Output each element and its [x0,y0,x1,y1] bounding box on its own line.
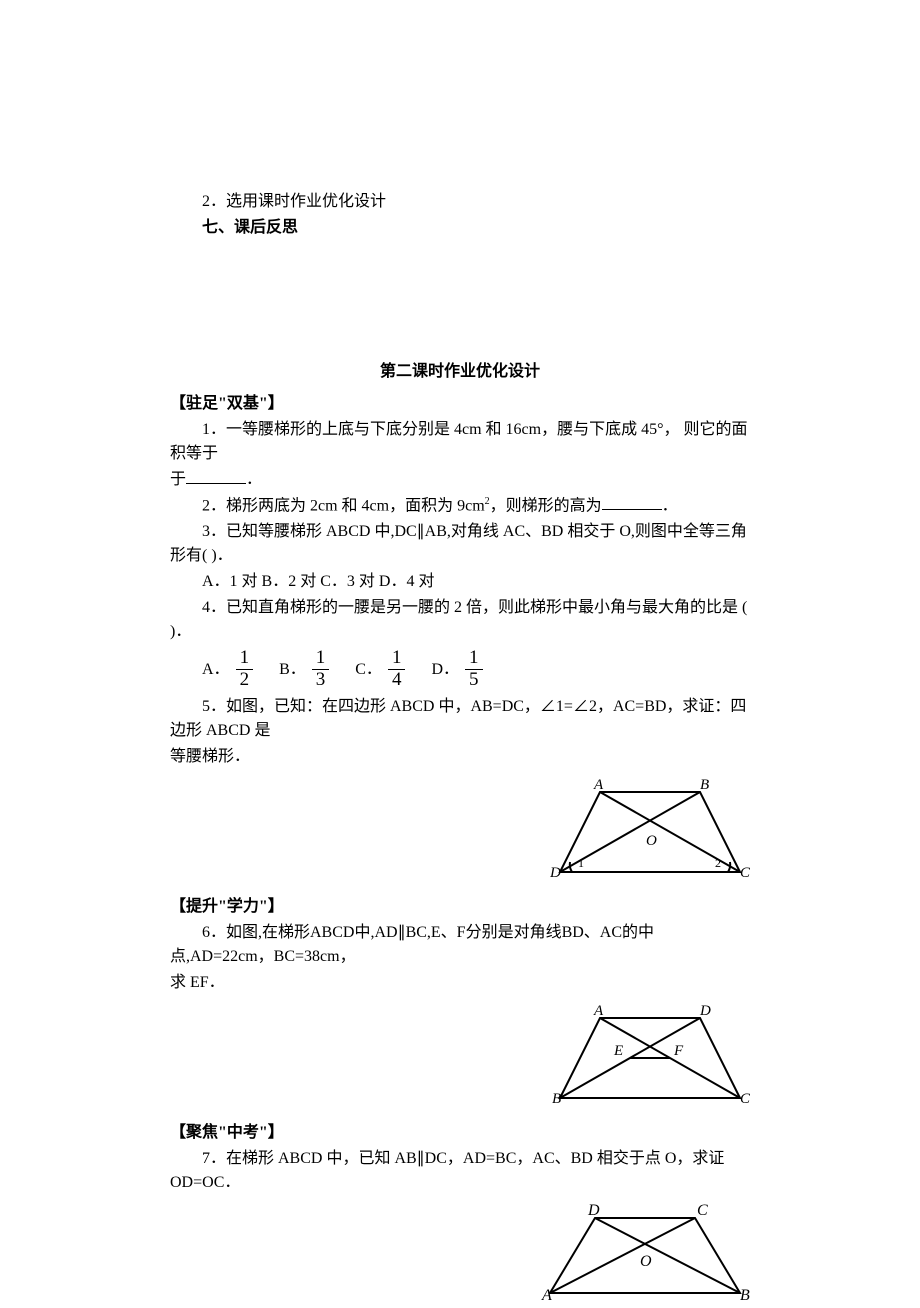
fig5-angle-2: 2 [715,856,721,870]
q2-pre: 2．梯形两底为 2cm 和 4cm，面积为 9cm [202,497,485,514]
lesson-title: 第二课时作业优化设计 [170,360,750,384]
q4-label-d: D． [431,658,459,682]
q4-opt-b: B． 13 [279,648,331,691]
question-6-line1: 6．如图,在梯形ABCD中,AD∥BC,E、F分别是对角线BD、AC的中点,AD… [170,921,750,969]
question-1: 1．一等腰梯形的上底与下底分别是 4cm 和 16cm，腰与下底成 45°， 则… [170,418,750,466]
fig5-label-b: B [700,777,709,793]
question-4-options: A． 12 B． 13 C． 14 D． 15 [202,648,750,691]
q2-blank [602,494,662,510]
block1-heading: 【驻足"双基"】 [170,392,750,416]
figure-7: D C B A O [540,1203,750,1308]
question-2: 2．梯形两底为 2cm 和 4cm，面积为 9cm2，则梯形的高为． [170,494,750,518]
fig7-label-c: C [697,1203,708,1219]
fig5-label-o: O [646,833,657,849]
figure-5: A B C D O 1 2 [550,777,750,887]
q4-den-d: 5 [465,670,483,691]
question-1-cont: 于． [170,468,750,492]
fig6-label-f: F [673,1043,684,1059]
fig6-label-e: E [613,1043,623,1059]
fig6-label-c: C [740,1091,750,1107]
question-7: 7．在梯形 ABCD 中，已知 AB∥DC，AD=BC，AC、BD 相交于点 O… [170,1147,750,1195]
fig6-label-d: D [699,1003,711,1019]
question-6-line2: 求 EF． [170,971,750,995]
q4-label-b: B． [279,658,306,682]
fig5-label-c: C [740,865,750,881]
fig5-label-a: A [593,777,604,793]
section-7-heading: 七、课后反思 [170,216,750,240]
fig7-label-o: O [640,1253,652,1270]
q2-post: ． [662,497,678,514]
q1-pre: 1．一等腰梯形的上底与下底分别是 4cm 和 16cm，腰与下底成 45°， 则… [170,421,748,462]
q4-opt-d: D． 15 [431,648,484,691]
q2-mid: ，则梯形的高为 [490,497,602,514]
q4-opt-c: C． 14 [355,648,407,691]
block3-heading: 【聚焦"中考"】 [170,1121,750,1145]
q4-num-d: 1 [465,648,483,670]
question-3-options: A．1 对 B．2 对 C．3 对 D．4 对 [170,570,750,594]
q4-label-a: A． [202,658,230,682]
q4-den-c: 4 [388,670,406,691]
q4-opt-a: A． 12 [202,648,255,691]
q1-post: ． [246,471,262,488]
q4-num-a: 1 [236,648,254,670]
q4-num-c: 1 [388,648,406,670]
fig5-label-d: D [550,865,561,881]
q4-num-b: 1 [312,648,330,670]
question-4: 4．已知直角梯形的一腰是另一腰的 2 倍，则此梯形中最小角与最大角的比是 ( )… [170,596,750,644]
question-5-line2: 等腰梯形． [170,745,750,769]
fig5-angle-1: 1 [578,856,584,870]
q1-blank [186,468,246,484]
question-3: 3．已知等腰梯形 ABCD 中,DC∥AB,对角线 AC、BD 相交于 O,则图… [170,520,750,568]
question-5-line1: 5．如图，已知：在四边形 ABCD 中，AB=DC，∠1=∠2，AC=BD，求证… [170,695,750,743]
q4-den-b: 3 [312,670,330,691]
fig6-label-b: B [552,1091,561,1107]
block2-heading: 【提升"学力"】 [170,895,750,919]
fig7-label-d: D [587,1203,600,1219]
intro-item-2: 2．选用课时作业优化设计 [170,190,750,214]
q4-den-a: 2 [236,670,254,691]
fig6-label-a: A [593,1003,604,1019]
q4-label-c: C． [355,658,382,682]
figure-6: A D C B E F [550,1003,750,1113]
